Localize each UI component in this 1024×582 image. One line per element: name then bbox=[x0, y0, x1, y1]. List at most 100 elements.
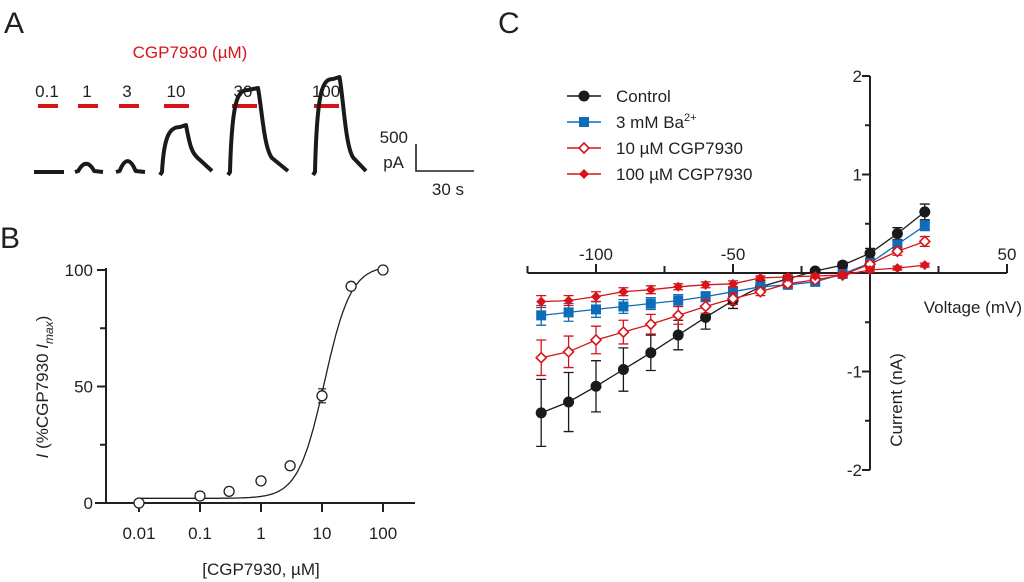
y-title-close: ) bbox=[33, 316, 52, 322]
fit-curve-group bbox=[139, 267, 384, 499]
series-group bbox=[535, 203, 931, 448]
data-point bbox=[562, 345, 575, 358]
data-point bbox=[377, 264, 389, 276]
drug-application-bar bbox=[314, 104, 339, 108]
y-title-sub: max bbox=[42, 320, 56, 344]
data-point bbox=[589, 333, 603, 347]
concentration-label: 10 bbox=[167, 82, 186, 101]
current-trace bbox=[311, 75, 368, 177]
data-point bbox=[728, 278, 738, 289]
data-point bbox=[864, 247, 876, 259]
y-title-italic: I bbox=[33, 453, 52, 458]
legend-item: 10 µM CGP7930 bbox=[567, 139, 743, 158]
y-tick-label: 100 bbox=[65, 261, 93, 280]
y-tick-label: -2 bbox=[847, 461, 862, 480]
data-point bbox=[918, 235, 931, 248]
data-point bbox=[563, 396, 575, 408]
legend-label: Control bbox=[616, 87, 671, 106]
iv-axes: -100 -50 50 -2 -1 1 2 bbox=[526, 67, 1017, 480]
data-point bbox=[919, 220, 930, 231]
data-point bbox=[673, 295, 684, 306]
current-trace bbox=[226, 86, 290, 177]
data-point bbox=[673, 281, 684, 292]
data-point bbox=[892, 239, 903, 250]
x-axis-title: [CGP7930, µM] bbox=[202, 560, 320, 579]
data-point bbox=[284, 460, 296, 472]
data-point bbox=[536, 296, 547, 307]
y-title-i: I bbox=[33, 344, 52, 349]
data-point bbox=[536, 310, 547, 321]
concentration-label: 0.1 bbox=[35, 82, 59, 101]
drug-title: CGP7930 (µM) bbox=[133, 43, 248, 62]
drug-application-bar bbox=[38, 104, 58, 108]
y-axis-title: Current (nA) bbox=[887, 353, 906, 447]
data-point bbox=[645, 347, 657, 359]
data-point bbox=[891, 245, 904, 258]
data-point bbox=[891, 228, 903, 240]
legend-label-superscript: 2+ bbox=[684, 112, 697, 124]
panel-c-letter: C bbox=[498, 7, 520, 40]
y-tick-label: 1 bbox=[853, 166, 862, 185]
x-tick-label: 100 bbox=[369, 524, 397, 543]
data-point bbox=[591, 304, 601, 315]
hill-fit-curve bbox=[139, 267, 384, 499]
data-point bbox=[645, 284, 656, 295]
legend-item: 100 µM CGP7930 bbox=[567, 165, 752, 184]
scale-bar: 500 pA 30 s bbox=[380, 128, 474, 199]
y-tick-label: 0 bbox=[84, 494, 93, 513]
legend-label: 10 µM CGP7930 bbox=[616, 139, 743, 158]
scale-time-label: 30 s bbox=[432, 180, 464, 199]
data-point bbox=[255, 475, 267, 487]
data-points-group bbox=[133, 264, 389, 509]
legend-marker bbox=[577, 141, 591, 155]
data-point bbox=[837, 269, 848, 280]
data-point bbox=[618, 301, 629, 312]
data-point bbox=[617, 325, 630, 339]
current-trace bbox=[115, 159, 146, 174]
y-axis-title: I (%CGP7930 Imax) bbox=[33, 316, 56, 459]
series-control bbox=[535, 203, 931, 448]
data-point bbox=[644, 318, 657, 331]
scale-current-unit: pA bbox=[383, 153, 404, 172]
data-point bbox=[699, 300, 712, 313]
trace-group: 0.1 1 3 10 30 100 bbox=[34, 75, 368, 177]
x-tick-label: 1 bbox=[256, 524, 265, 543]
data-point bbox=[590, 380, 602, 392]
legend: Control 3 mM Ba2+ 10 µM CGP7930 100 µM CGP7… bbox=[567, 87, 752, 184]
x-tick-label: -50 bbox=[721, 245, 746, 264]
legend-label: 100 µM CGP7930 bbox=[616, 165, 752, 184]
scale-current-value: 500 bbox=[380, 128, 408, 147]
y-tick-label: 2 bbox=[853, 67, 862, 86]
data-point bbox=[591, 291, 601, 302]
data-point bbox=[672, 309, 685, 322]
data-point bbox=[223, 485, 235, 498]
data-point bbox=[919, 206, 931, 218]
current-trace bbox=[74, 161, 104, 174]
dose-response-axes: 0 50 100 0.01 0.1 1 10 100 bbox=[65, 261, 415, 543]
data-point bbox=[672, 329, 684, 341]
data-point bbox=[563, 295, 574, 306]
data-point bbox=[563, 307, 574, 318]
panel-b-letter: B bbox=[0, 222, 20, 255]
data-point bbox=[728, 286, 738, 297]
data-point bbox=[754, 285, 767, 298]
data-point bbox=[700, 311, 712, 323]
x-tick-label: 10 bbox=[313, 524, 332, 543]
legend-marker bbox=[579, 169, 589, 179]
x-tick-label: 0.01 bbox=[122, 524, 155, 543]
data-point bbox=[617, 364, 629, 376]
data-point bbox=[316, 390, 328, 402]
panel-c: C -100 -50 50 -2 -1 1 2 Control 3 mM Ba2+ 10 µM … bbox=[498, 7, 1022, 480]
x-tick-label: 50 bbox=[998, 245, 1017, 264]
y-title-main: (%CGP7930 bbox=[33, 349, 52, 454]
data-point bbox=[837, 259, 849, 271]
drug-application-bar bbox=[232, 104, 257, 108]
x-axis-title: Voltage (mV) bbox=[924, 298, 1022, 317]
drug-application-bar bbox=[119, 104, 139, 108]
data-point bbox=[726, 292, 740, 305]
data-point bbox=[892, 263, 903, 274]
panel-a-letter: A bbox=[4, 7, 24, 40]
legend-marker bbox=[578, 90, 590, 102]
legend-label: 3 mM Ba2+ bbox=[616, 112, 697, 132]
